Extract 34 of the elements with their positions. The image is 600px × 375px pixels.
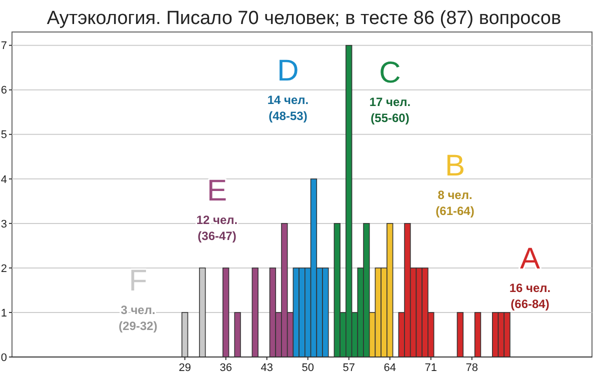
annotation: B xyxy=(444,150,466,182)
annotation: 3 чел. xyxy=(120,303,156,318)
annotation: A xyxy=(520,242,540,276)
x-tick-label: 43 xyxy=(260,362,273,374)
x-tick-label: 64 xyxy=(384,362,396,374)
annotation: 12 чел. xyxy=(196,213,238,228)
annotation: E xyxy=(206,174,228,208)
y-tick-label: 5 xyxy=(0,129,7,142)
x-tick-label: 50 xyxy=(302,362,314,374)
x-tick-label: 78 xyxy=(466,362,478,374)
annotation: 17 чел. xyxy=(369,95,411,110)
annotation: (29-32) xyxy=(118,319,158,334)
annotation: (55-60) xyxy=(370,111,410,126)
y-tick-label: 7 xyxy=(0,40,7,52)
annotation: C xyxy=(379,56,401,90)
annotation: 16 чел. xyxy=(509,281,551,296)
y-tick-label: 6 xyxy=(0,84,7,97)
annotation: 14 чел. xyxy=(267,93,309,108)
y-tick-label: 0 xyxy=(0,352,7,364)
annotation: D xyxy=(277,54,299,88)
annotation: (36-47) xyxy=(198,229,236,244)
chart-title: Аутэкология. Писало 70 человек; в тесте 86 (87) вопросов xyxy=(46,8,562,29)
x-tick-label: 71 xyxy=(424,362,438,374)
x-tick-label: 36 xyxy=(220,362,232,374)
y-tick-label: 4 xyxy=(0,174,7,186)
x-tick-label: 29 xyxy=(178,362,191,374)
y-tick-label: 3 xyxy=(0,218,7,230)
x-tick-label: 57 xyxy=(342,362,355,374)
annotation: (61-64) xyxy=(436,204,474,218)
y-tick-label: 1 xyxy=(0,307,7,320)
annotation: (66-84) xyxy=(510,297,550,312)
annotation: (48-53) xyxy=(268,109,308,124)
y-tick-label: 2 xyxy=(0,262,7,275)
annotation: 8 чел. xyxy=(438,188,472,202)
